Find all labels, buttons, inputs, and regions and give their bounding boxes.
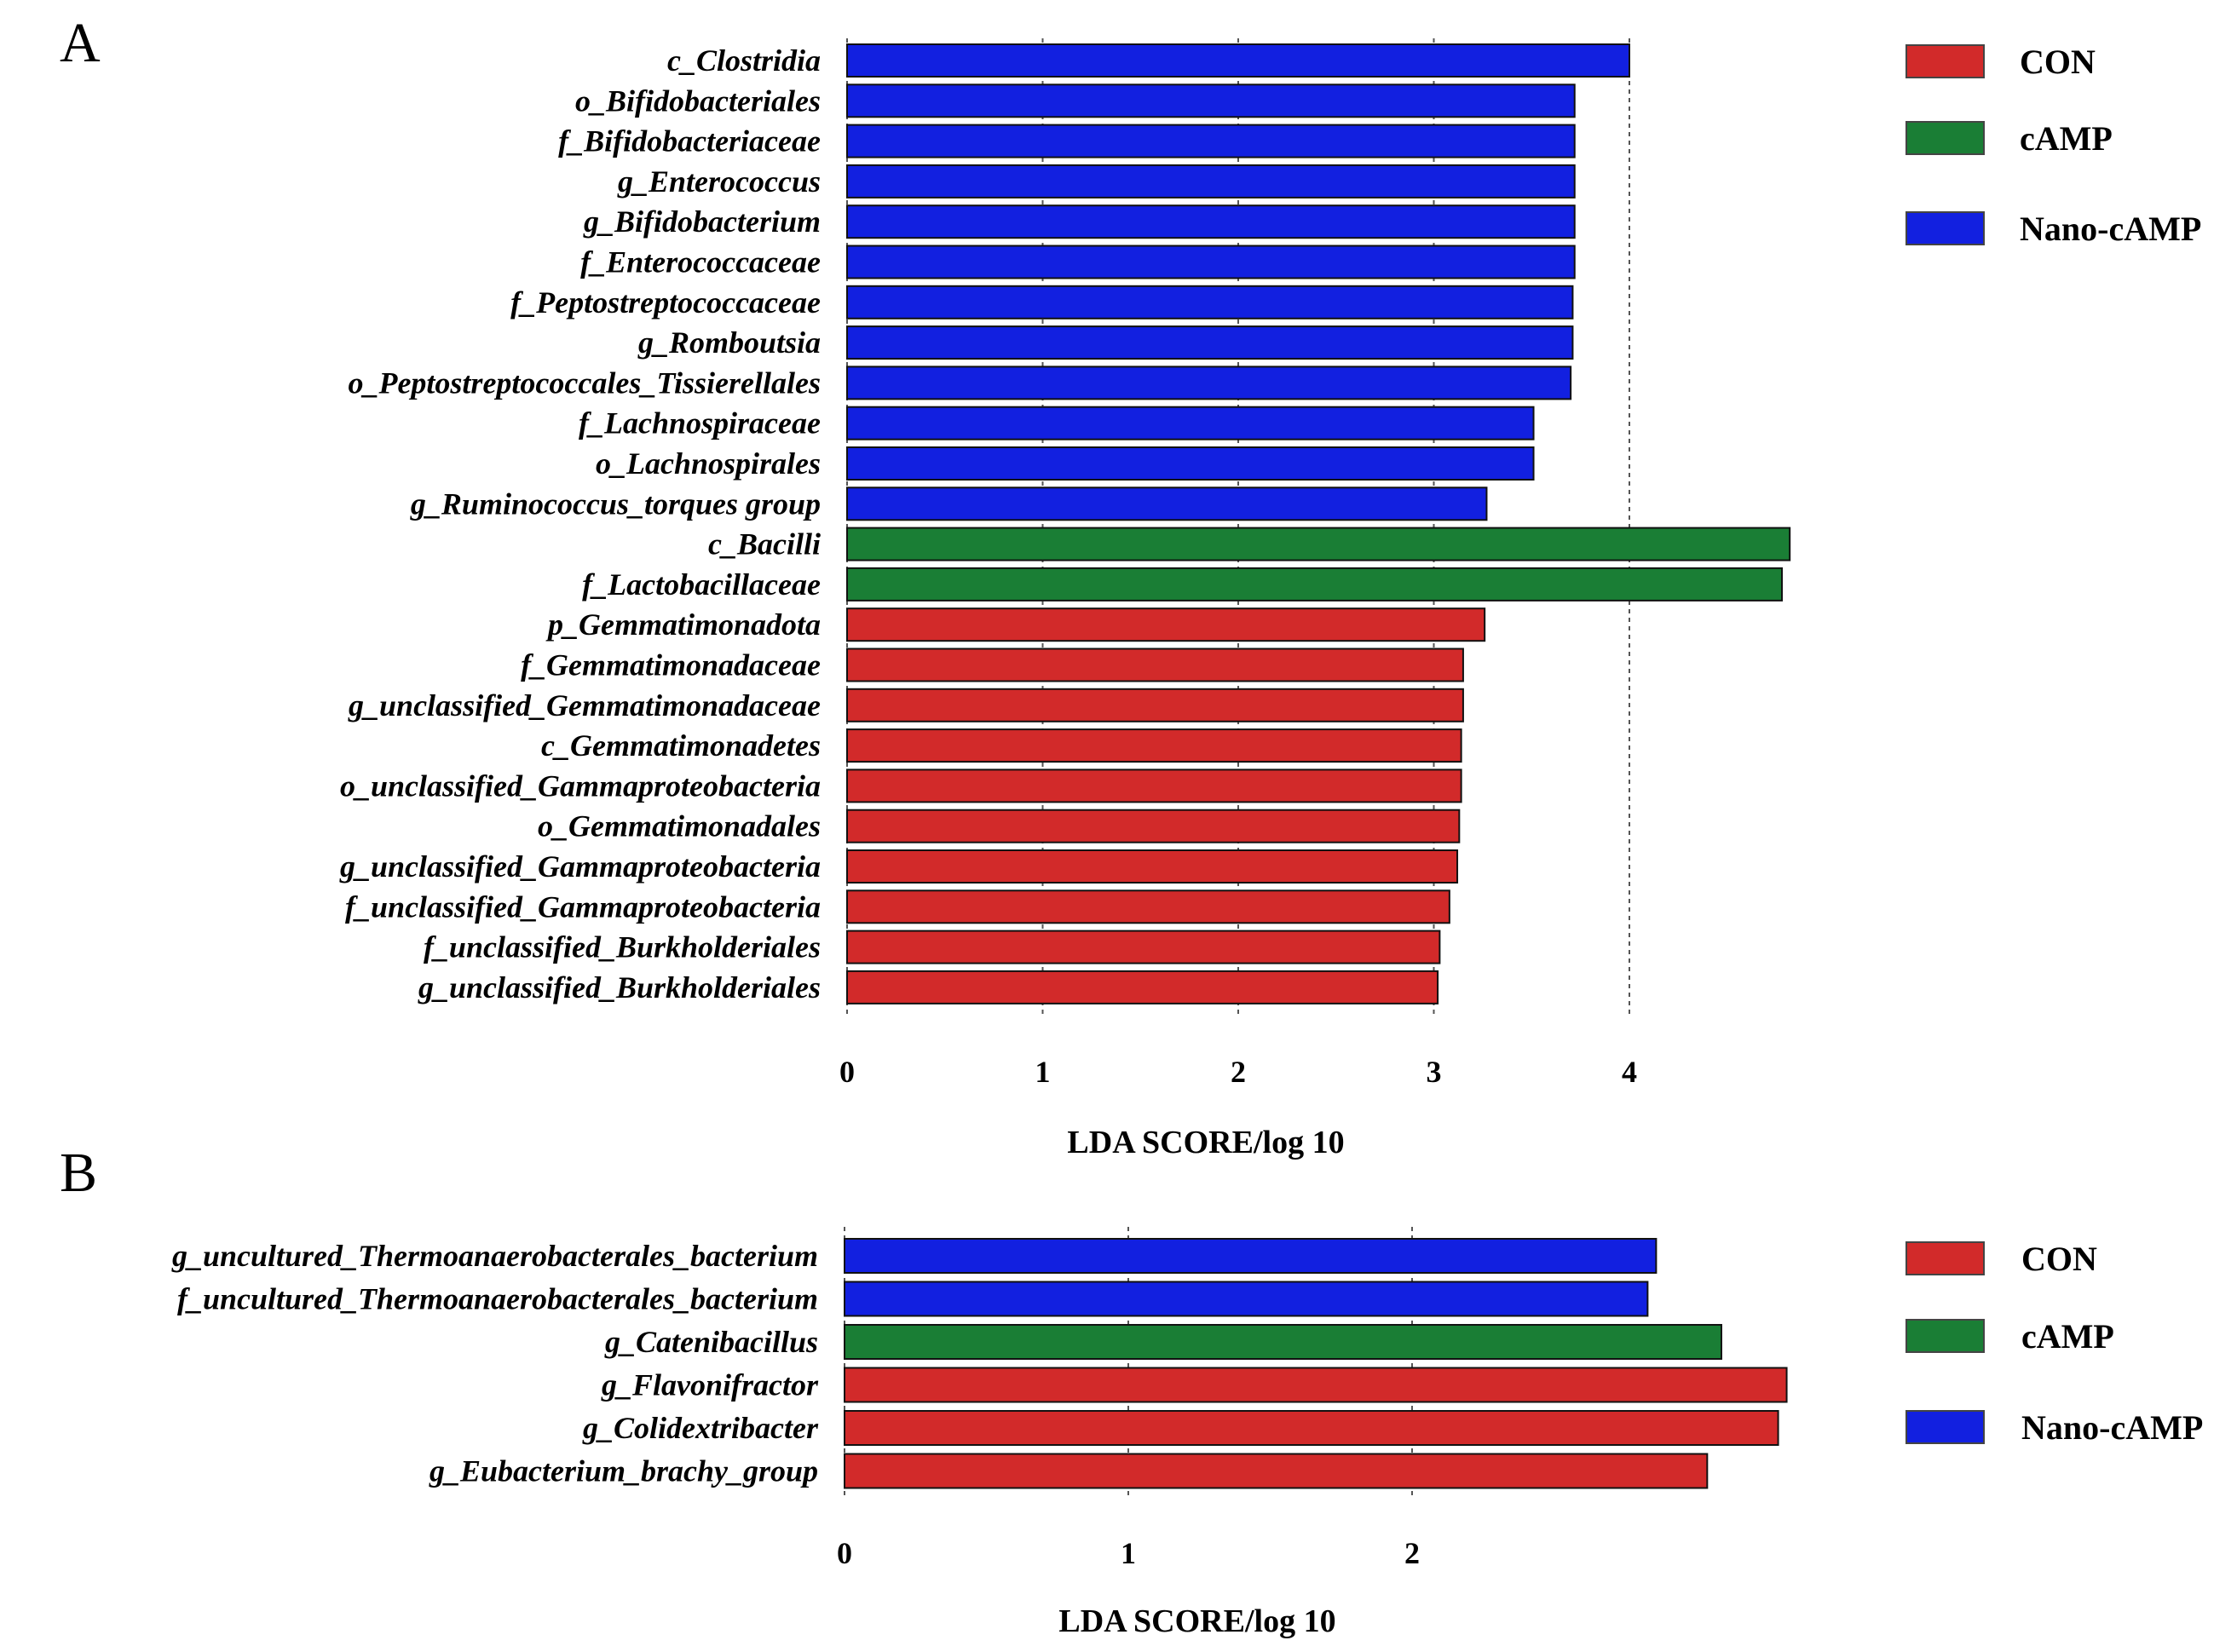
bar-f_uncultured_Thermoanaerobacterales_bacterium xyxy=(844,1281,1649,1317)
bar-label: g_Colidextribacter xyxy=(582,1411,819,1445)
bar-g_Ruminococcus_torques group xyxy=(846,486,1488,521)
bar-p_Gemmatimonadota xyxy=(846,607,1486,642)
panel-label-a: A xyxy=(60,12,101,74)
x-tick-label: 4 xyxy=(1622,1055,1637,1089)
panel-a-x-axis-title: LDA SCORE/log 10 xyxy=(1067,1125,1344,1160)
bar-g_Catenibacillus xyxy=(844,1324,1722,1360)
bar-f_Lachnospiraceae xyxy=(846,406,1535,440)
bar-f_Gemmatimonadaceae xyxy=(846,648,1464,682)
panel-a-chart: c_Clostridia o_Bifidobacteriales f_Bifidob… xyxy=(339,38,2201,1160)
legend-label: CON xyxy=(2020,43,2096,81)
panel-a-legend: CON cAMP Nano-cAMP xyxy=(1905,43,2201,248)
x-tick-label: 3 xyxy=(1427,1055,1442,1089)
bar-label: g_Romboutsia xyxy=(637,325,821,360)
x-tick-label: 0 xyxy=(837,1536,852,1570)
bar-label: g_Bifidobacterium xyxy=(583,204,821,239)
bar-label: f_Gemmatimonadaceae xyxy=(521,648,821,682)
bar-label: c_Bacilli xyxy=(708,527,821,561)
bar-c_Clostridia xyxy=(846,43,1630,78)
bar-c_Bacilli xyxy=(846,527,1791,561)
bar-g_Enterococcus xyxy=(846,164,1576,199)
bar-g_Colidextribacter xyxy=(844,1410,1779,1446)
bar-label: g_uncultured_Thermoanaerobacterales_bact… xyxy=(171,1239,818,1273)
bar-label: o_Gemmatimonadales xyxy=(538,809,821,843)
bar-label: c_Clostridia xyxy=(667,43,821,78)
bar-label: f_uncultured_Thermoanaerobacterales_bact… xyxy=(177,1282,818,1316)
legend-swatch-cAMP xyxy=(1905,121,1985,155)
legend-swatch-Nano-cAMP xyxy=(1905,211,1985,245)
bar-label: g_Ruminococcus_torques group xyxy=(410,486,821,521)
bar-label: c_Gemmatimonadetes xyxy=(541,728,821,763)
x-tick-label: 1 xyxy=(1121,1536,1136,1570)
bar-label: f_unclassified_Burkholderiales xyxy=(424,930,821,964)
bar-f_Peptostreptococcaceae xyxy=(846,285,1574,319)
panel-b-x-axis-title: LDA SCORE/log 10 xyxy=(1058,1603,1335,1639)
bar-label: f_Enterococcaceae xyxy=(580,245,821,279)
legend-label: cAMP xyxy=(2021,1317,2114,1356)
bar-label: g_unclassified_Gammaproteobacteria xyxy=(339,849,821,884)
x-tick-label: 2 xyxy=(1231,1055,1246,1089)
x-tick-label: 2 xyxy=(1404,1536,1420,1570)
bar-g_Romboutsia xyxy=(846,325,1574,360)
bar-label: o_Bifidobacteriales xyxy=(575,83,821,118)
bar-o_Lachnospirales xyxy=(846,446,1535,481)
bar-g_Bifidobacterium xyxy=(846,204,1576,239)
bar-label: o_unclassified_Gammaproteobacteria xyxy=(340,768,821,803)
bar-label: f_Lachnospiraceae xyxy=(579,406,821,440)
panel-b-bar-labels: g_uncultured_Thermoanaerobacterales_bact… xyxy=(171,1239,819,1488)
bar-o_Peptostreptococcales_Tissierellales xyxy=(846,366,1572,400)
bar-o_Gemmatimonadales xyxy=(846,809,1461,843)
x-tick-label: 0 xyxy=(839,1055,855,1089)
bar-f_unclassified_Burkholderiales xyxy=(846,930,1441,964)
panel-a-bar-labels: c_Clostridia o_Bifidobacteriales f_Bifidob… xyxy=(339,43,821,1004)
legend-swatch-cAMP xyxy=(1905,1319,1985,1353)
bar-label: f_Peptostreptococcaceae xyxy=(510,285,821,319)
legend-label: Nano-cAMP xyxy=(2020,210,2201,248)
bar-g_Eubacterium_brachy_group xyxy=(844,1453,1709,1489)
bar-f_Enterococcaceae xyxy=(846,245,1576,279)
legend-label: cAMP xyxy=(2020,119,2113,158)
legend-label: CON xyxy=(2021,1240,2097,1278)
bar-g_unclassified_Burkholderiales xyxy=(846,970,1439,1004)
legend-swatch-CON xyxy=(1905,44,1985,78)
bar-c_Gemmatimonadetes xyxy=(846,728,1462,763)
panel-b-tick-labels: 0 1 2 xyxy=(837,1536,1420,1570)
bar-f_Lactobacillaceae xyxy=(846,567,1784,602)
bar-f_Bifidobacteriaceae xyxy=(846,124,1576,158)
bar-label: f_Bifidobacteriaceae xyxy=(558,124,821,158)
bar-g_unclassified_Gammaproteobacteria xyxy=(846,849,1459,884)
bar-o_Bifidobacteriales xyxy=(846,83,1576,118)
bar-g_Flavonifractor xyxy=(844,1367,1788,1403)
bar-label: g_unclassified_Burkholderiales xyxy=(418,970,821,1004)
bar-label: o_Lachnospirales xyxy=(596,446,821,481)
legend-label: Nano-cAMP xyxy=(2021,1408,2203,1447)
legend-swatch-Nano-cAMP xyxy=(1905,1410,1985,1444)
panel-b-chart: g_uncultured_Thermoanaerobacterales_bact… xyxy=(171,1227,2203,1639)
legend-swatch-CON xyxy=(1905,1241,1985,1275)
bar-label: p_Gemmatimonadota xyxy=(545,607,821,642)
bar-label: o_Peptostreptococcales_Tissierellales xyxy=(348,366,821,400)
panel-a-bars xyxy=(846,43,1791,1004)
panel-a-tick-labels: 0 1 2 3 4 xyxy=(839,1055,1637,1089)
bar-f_unclassified_Gammaproteobacteria xyxy=(846,889,1450,924)
bar-label: f_unclassified_Gammaproteobacteria xyxy=(345,889,821,924)
panel-label-b: B xyxy=(60,1142,97,1204)
bar-g_uncultured_Thermoanaerobacterales_bacterium xyxy=(844,1238,1658,1274)
bar-o_unclassified_Gammaproteobacteria xyxy=(846,768,1462,803)
panel-b-bars xyxy=(844,1238,1788,1489)
bar-g_unclassified_Gemmatimonadaceae xyxy=(846,688,1464,722)
bar-label: g_unclassified_Gemmatimonadaceae xyxy=(348,688,821,722)
bar-label: g_Eubacterium_brachy_group xyxy=(429,1454,818,1488)
panel-b-legend: CON cAMP Nano-cAMP xyxy=(1905,1240,2203,1447)
x-tick-label: 1 xyxy=(1035,1055,1051,1089)
bar-label: g_Enterococcus xyxy=(617,164,821,199)
bar-label: g_Flavonifractor xyxy=(601,1368,819,1402)
bar-label: g_Catenibacillus xyxy=(604,1325,818,1359)
bar-label: f_Lactobacillaceae xyxy=(582,567,821,602)
